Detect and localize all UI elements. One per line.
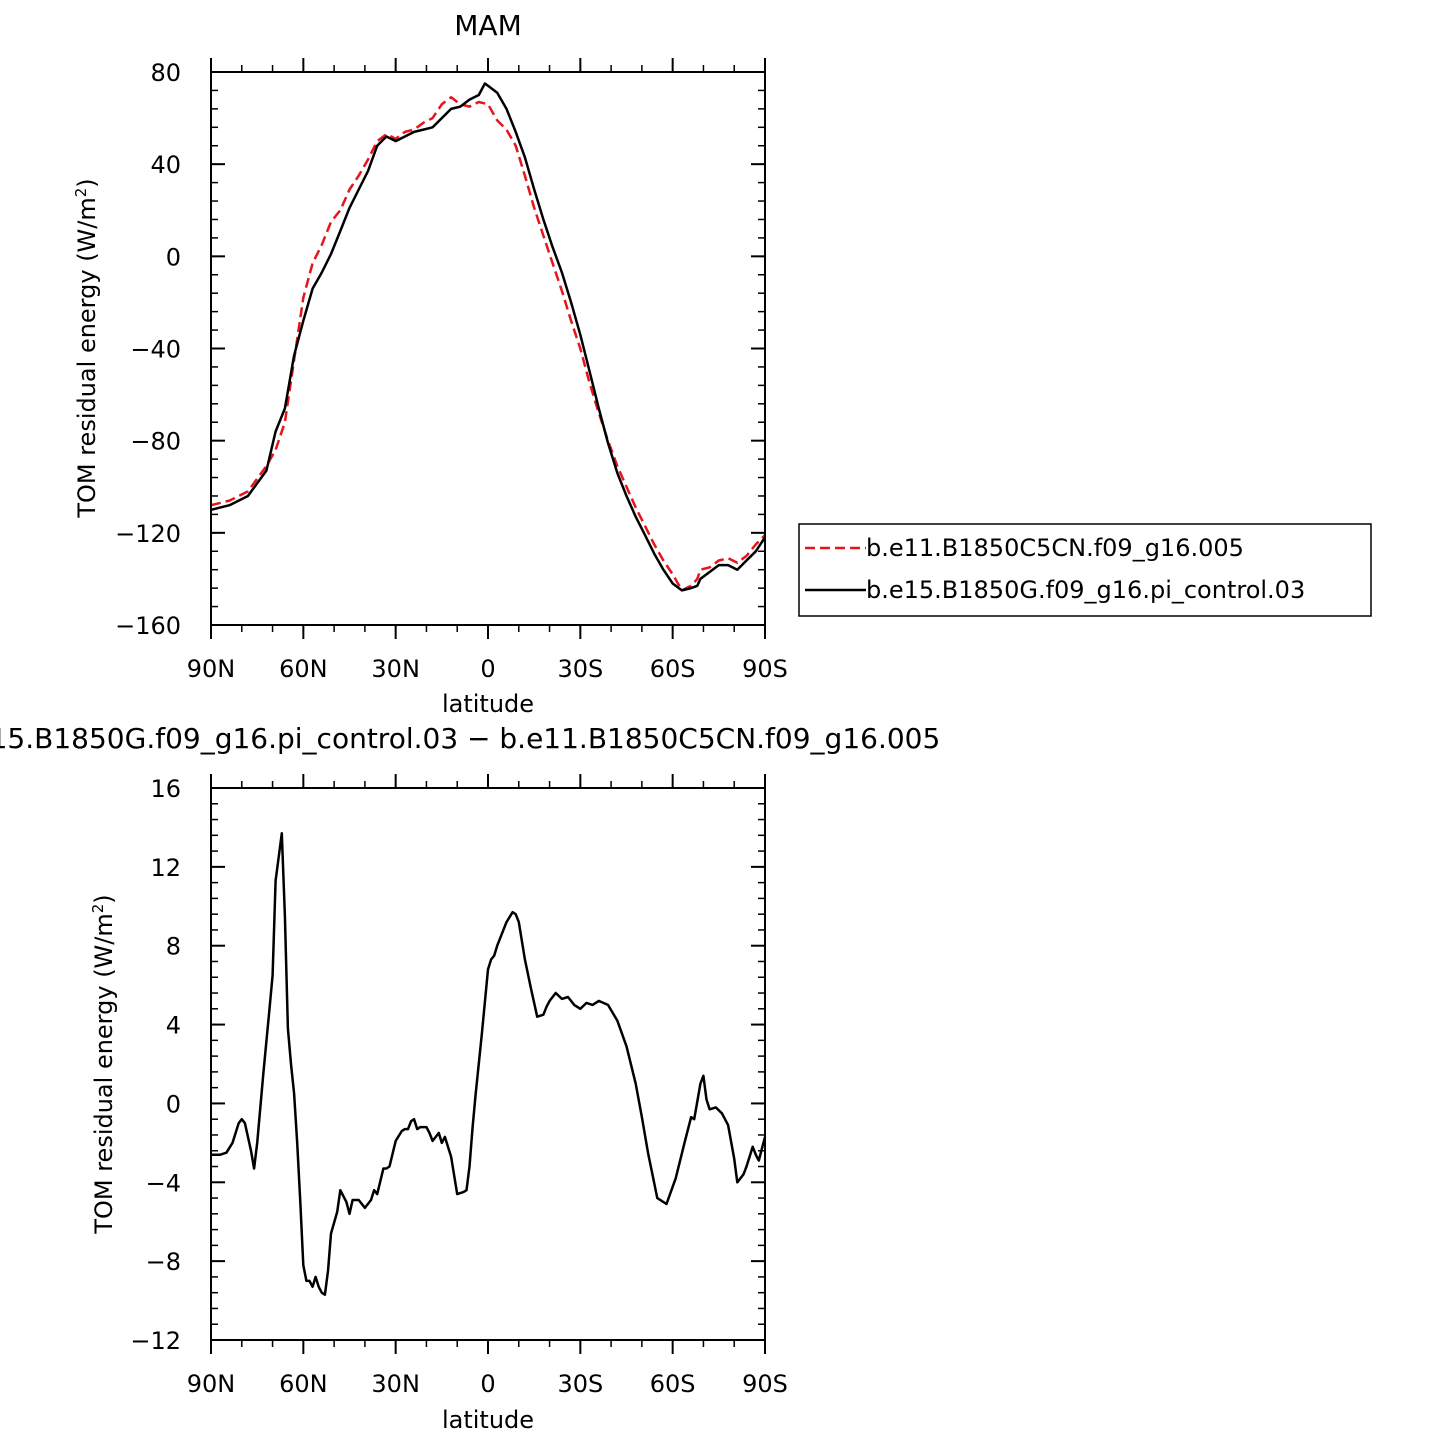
top-y-axis-label-sup: 2 xyxy=(72,188,90,198)
y-tick-label: 16 xyxy=(150,775,181,803)
top-plot-frame xyxy=(210,71,766,626)
top-chart-title: MAM xyxy=(454,9,521,42)
top-x-tick-labels: 90N 60N 30N 0 30S 60S 90S xyxy=(187,655,788,683)
top-panel: MAM −160 −120 −80 −40 0 40 80 90N 60N 30N 0 30S 60S… xyxy=(72,9,1372,718)
bottom-ticks xyxy=(210,774,766,1354)
bottom-y-axis-label: TOM residual energy (W/m2) xyxy=(89,894,118,1234)
bottom-panel: b.e15.B1850G.f09_g16.pi_control.03 − b.e… xyxy=(0,722,940,1434)
x-tick-label: 60S xyxy=(650,1370,696,1398)
y-tick-label: −160 xyxy=(115,612,181,640)
top-y-tick-labels: −160 −120 −80 −40 0 40 80 xyxy=(115,59,181,640)
y-tick-label: 12 xyxy=(150,854,181,882)
x-tick-label: 30S xyxy=(557,1370,603,1398)
top-y-axis-label-text: TOM residual energy (W/m xyxy=(73,197,101,518)
top-y-axis-label: TOM residual energy (W/m2) xyxy=(72,178,101,518)
top-ticks xyxy=(210,58,766,639)
y-tick-label: −12 xyxy=(130,1327,181,1355)
series-line-1 xyxy=(210,96,766,592)
y-tick-label: 4 xyxy=(166,1012,181,1040)
series-line-2 xyxy=(210,82,767,592)
y-tick-label: 0 xyxy=(166,243,181,271)
top-x-axis-label: latitude xyxy=(442,690,534,718)
legend-label-series-2: b.e15.B1850G.f09_g16.pi_control.03 xyxy=(866,576,1305,604)
x-tick-label: 90S xyxy=(742,655,788,683)
y-tick-label: −4 xyxy=(146,1169,181,1197)
x-tick-label: 60S xyxy=(650,655,696,683)
bottom-x-axis-label: latitude xyxy=(442,1406,534,1434)
top-series xyxy=(210,82,767,592)
legend-label-series-1: b.e11.B1850C5CN.f09_g16.005 xyxy=(866,534,1244,562)
x-tick-label: 30N xyxy=(371,1370,420,1398)
legend-box xyxy=(798,523,1372,617)
bottom-series xyxy=(211,832,767,1296)
y-tick-label: 0 xyxy=(166,1090,181,1118)
bottom-x-tick-labels: 90N 60N 30N 0 30S 60S 90S xyxy=(187,1370,788,1398)
bottom-y-tick-labels: −12 −8 −4 0 4 8 12 16 xyxy=(130,775,181,1355)
y-tick-label: −120 xyxy=(115,520,181,548)
series-line-1 xyxy=(211,832,767,1296)
y-tick-label: −8 xyxy=(146,1248,181,1276)
bottom-plot-frame xyxy=(210,787,766,1341)
x-tick-label: 0 xyxy=(480,655,495,683)
top-y-axis-label-close: ) xyxy=(73,178,101,187)
bottom-y-axis-label-sup: 2 xyxy=(89,904,107,914)
y-tick-label: 80 xyxy=(150,59,181,87)
bottom-y-axis-label-text: TOM residual energy (W/m xyxy=(90,913,118,1234)
x-tick-label: 90S xyxy=(742,1370,788,1398)
x-tick-label: 90N xyxy=(187,655,236,683)
bottom-y-axis-label-close: ) xyxy=(90,894,118,903)
x-tick-label: 60N xyxy=(279,655,328,683)
y-tick-label: −80 xyxy=(130,428,181,456)
y-tick-label: 40 xyxy=(150,151,181,179)
bottom-chart-title: b.e15.B1850G.f09_g16.pi_control.03 − b.e… xyxy=(0,722,940,755)
x-tick-label: 90N xyxy=(187,1370,236,1398)
x-tick-label: 30S xyxy=(557,655,603,683)
y-tick-label: 8 xyxy=(166,933,181,961)
x-tick-label: 60N xyxy=(279,1370,328,1398)
x-tick-label: 30N xyxy=(371,655,420,683)
legend: b.e11.B1850C5CN.f09_g16.005 b.e15.B1850G… xyxy=(798,523,1372,617)
x-tick-label: 0 xyxy=(480,1370,495,1398)
y-tick-label: −40 xyxy=(130,336,181,364)
